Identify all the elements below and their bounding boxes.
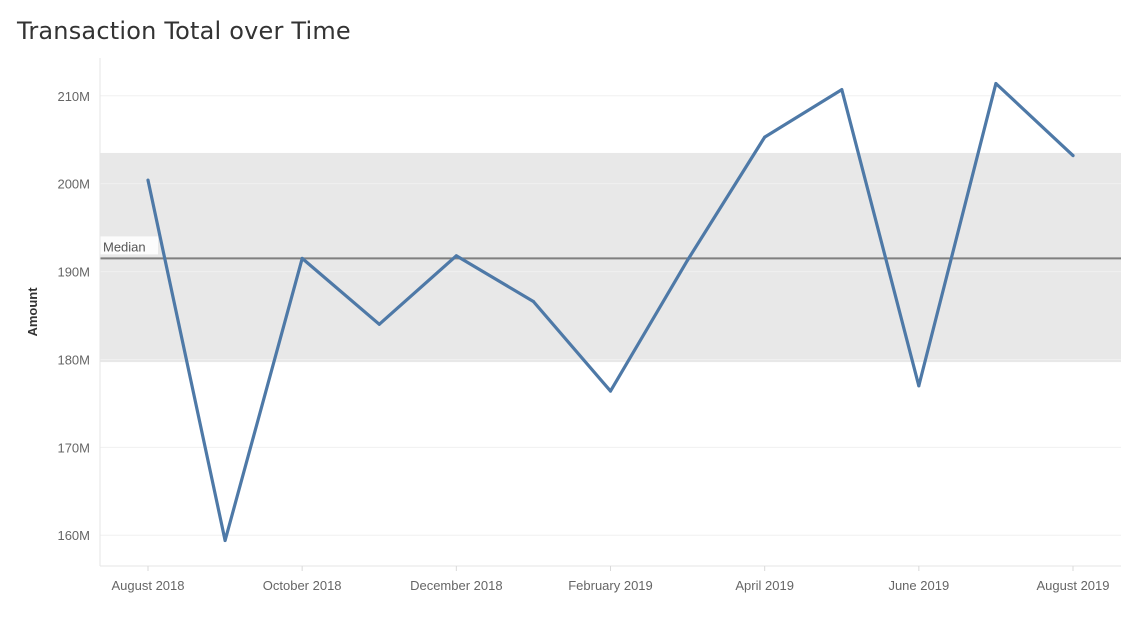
data-point <box>146 178 150 182</box>
y-tick-label: 190M <box>57 265 90 280</box>
axes: 160M 170M 180M 190M 200M 210M August 2018 Octob… <box>57 58 1121 593</box>
data-point <box>223 539 227 543</box>
x-tick-label: October 2018 <box>263 578 342 593</box>
y-tick-label: 180M <box>57 352 90 367</box>
data-point <box>840 88 844 92</box>
data-point <box>994 81 998 85</box>
median-label-bg <box>100 236 158 255</box>
data-point <box>686 258 690 262</box>
y-axis-title: Amount <box>25 287 40 337</box>
series-layer <box>146 81 1075 543</box>
data-point <box>454 254 458 258</box>
y-tick-label: 170M <box>57 440 90 455</box>
x-tick-label: April 2019 <box>735 578 794 593</box>
x-tick-label: August 2018 <box>111 578 184 593</box>
x-tick-label: June 2019 <box>888 578 949 593</box>
data-point <box>609 389 612 393</box>
data-point <box>300 256 304 260</box>
y-tick-label: 210M <box>57 89 90 104</box>
data-point <box>377 322 381 326</box>
data-point <box>1071 154 1075 158</box>
gridlines <box>100 95 1121 536</box>
x-tick-label: February 2019 <box>568 578 653 593</box>
x-tick-label: August 2019 <box>1036 578 1109 593</box>
data-point <box>917 384 921 388</box>
data-point <box>531 299 535 303</box>
x-tick-label: December 2018 <box>410 578 503 593</box>
chart-title: Transaction Total over Time <box>17 17 351 45</box>
y-tick-label: 200M <box>57 177 90 192</box>
y-tick-label: 160M <box>57 528 90 543</box>
median-label: Median <box>103 239 146 254</box>
data-point <box>763 135 767 139</box>
